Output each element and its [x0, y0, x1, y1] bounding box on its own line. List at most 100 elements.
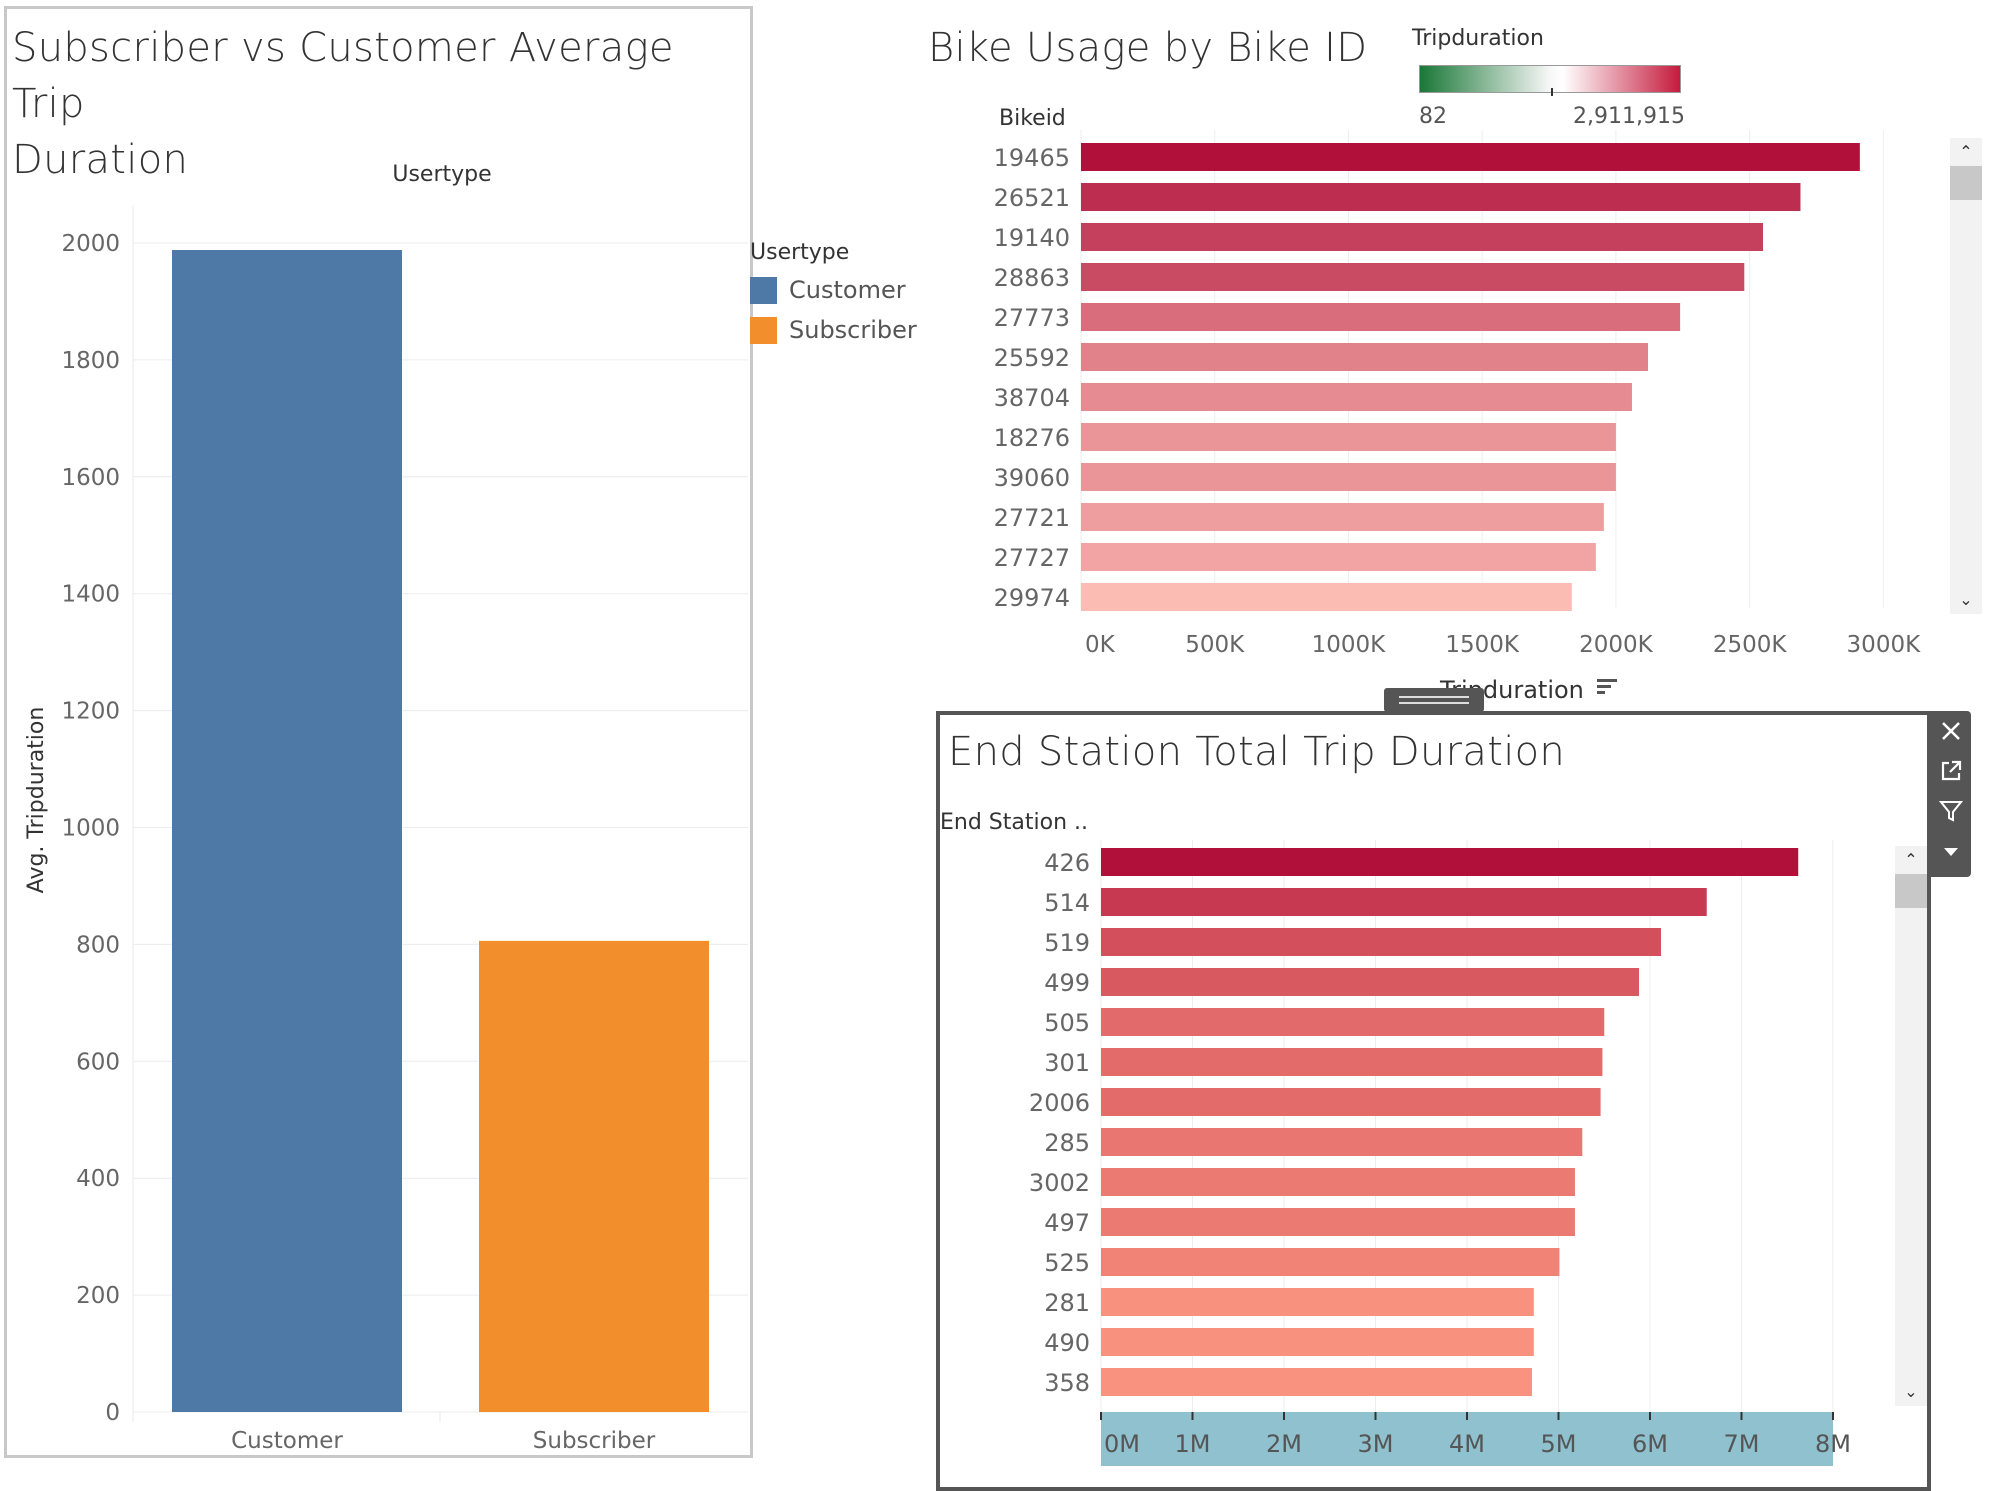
y-tick-label: 0 [105, 1400, 120, 1426]
x-tick-label: 1000K [1312, 632, 1387, 658]
filter-icon[interactable] [1931, 791, 1971, 831]
x-tick-label: 3M [1358, 1430, 1394, 1458]
scroll-thumb[interactable] [1950, 166, 1982, 200]
bikeid-label: 27773 [994, 304, 1070, 332]
x-tick-label-subscriber: Subscriber [533, 1428, 656, 1454]
external-link-icon[interactable] [1931, 751, 1971, 791]
bar-end-station-426[interactable] [1101, 848, 1799, 876]
end-station-label: 301 [1044, 1049, 1090, 1077]
legend-item-subscriber[interactable]: Subscriber [750, 309, 930, 349]
scroll-down-icon[interactable]: ⌄ [1904, 1382, 1918, 1401]
bar-customer[interactable] [172, 250, 402, 1412]
bike-chart-scrollbar[interactable]: ⌃ ⌄ [1950, 138, 1982, 614]
bar-bikeid-19140[interactable] [1081, 223, 1764, 251]
x-axis-band [1101, 1412, 1833, 1466]
usertype-legend: Usertype Customer Subscriber [750, 240, 930, 349]
end-station-label: 514 [1044, 889, 1090, 917]
end-station-label: 525 [1044, 1249, 1090, 1277]
bikeid-label: 19465 [994, 144, 1070, 172]
y-tick-label: 1800 [61, 348, 120, 374]
color-legend-min-label: 82 [1419, 104, 1447, 129]
bar-end-station-499[interactable] [1101, 968, 1640, 996]
x-tick-label: 0K [1085, 632, 1116, 658]
x-tick-label: 500K [1185, 632, 1245, 658]
bar-end-station-490[interactable] [1101, 1328, 1534, 1356]
bar-bikeid-25592[interactable] [1081, 343, 1649, 371]
bikeid-label: 25592 [994, 344, 1070, 372]
left-chart-title: Subscriber vs Customer Average Trip Dura… [12, 20, 742, 188]
end-chart-scrollbar[interactable]: ⌃ ⌄ [1895, 846, 1927, 1406]
x-tick-label: 1M [1175, 1430, 1211, 1458]
tripduration-color-legend-title: Tripduration [1412, 26, 1544, 51]
end-station-label: 499 [1044, 969, 1090, 997]
x-tick-label: 3000K [1847, 632, 1922, 658]
y-tick-label: 800 [76, 932, 120, 958]
bar-subscriber[interactable] [479, 940, 709, 1412]
bikeid-label: 27727 [994, 544, 1070, 572]
bar-bikeid-27773[interactable] [1081, 303, 1681, 331]
bar-bikeid-27727[interactable] [1081, 543, 1596, 571]
bar-end-station-519[interactable] [1101, 928, 1661, 956]
legend-label-subscriber: Subscriber [789, 316, 917, 344]
scroll-down-icon[interactable]: ⌄ [1959, 590, 1973, 609]
left-chart-panel [4, 6, 753, 1458]
chevron-down-icon[interactable] [1931, 831, 1971, 871]
bar-end-station-3002[interactable] [1101, 1168, 1575, 1196]
legend-label-customer: Customer [789, 276, 906, 304]
bar-bikeid-38704[interactable] [1081, 383, 1632, 411]
customer-swatch [750, 276, 777, 304]
subscriber-swatch [750, 316, 777, 344]
left-chart-title-line2: Duration [12, 137, 189, 183]
x-tick-label-customer: Customer [231, 1428, 343, 1454]
end-station-row-header: End Station .. [940, 810, 1088, 835]
bar-bikeid-28863[interactable] [1081, 263, 1745, 291]
bikeid-label: 27721 [994, 504, 1070, 532]
bar-end-station-358[interactable] [1101, 1368, 1532, 1396]
usertype-column-header: Usertype [392, 162, 491, 187]
bar-end-station-301[interactable] [1101, 1048, 1603, 1076]
sort-descending-icon[interactable] [1596, 676, 1618, 704]
bikeid-label: 19140 [994, 224, 1070, 252]
worksheet-toolbar [1931, 711, 1971, 877]
bar-end-station-2006[interactable] [1101, 1088, 1601, 1116]
y-tick-label: 400 [76, 1166, 120, 1192]
legend-item-customer[interactable]: Customer [750, 269, 930, 309]
x-tick-label: 1500K [1445, 632, 1520, 658]
bar-end-station-281[interactable] [1101, 1288, 1534, 1316]
bar-bikeid-19465[interactable] [1081, 143, 1860, 171]
bikeid-label: 18276 [994, 424, 1070, 452]
bar-bikeid-26521[interactable] [1081, 183, 1801, 211]
bikeid-row-header: Bikeid [999, 106, 1066, 131]
scroll-thumb[interactable] [1895, 874, 1927, 908]
bike-usage-chart: 19465 26521 19140 28863 27773 25592 38704 18276… [994, 130, 1922, 658]
scroll-up-icon[interactable]: ⌃ [1904, 850, 1918, 869]
y-tick-label: 200 [76, 1283, 120, 1309]
end-station-label: 490 [1044, 1329, 1090, 1357]
end-station-label: 2006 [1029, 1089, 1090, 1117]
y-tick-label: 2000 [61, 231, 120, 257]
bikeid-label: 39060 [994, 464, 1070, 492]
bar-end-station-285[interactable] [1101, 1128, 1583, 1156]
x-tick-label: 7M [1724, 1430, 1760, 1458]
y-tick-label: 600 [76, 1049, 120, 1075]
end-station-title: End Station Total Trip Duration [948, 729, 1566, 775]
y-tick-label: 1400 [61, 582, 120, 608]
y-axis-label: Avg. Tripduration [24, 707, 49, 894]
usertype-legend-title: Usertype [750, 240, 850, 265]
scroll-up-icon[interactable]: ⌃ [1959, 142, 1973, 161]
bar-end-station-505[interactable] [1101, 1008, 1605, 1036]
x-tick-label: 0M [1104, 1430, 1140, 1458]
bar-bikeid-39060[interactable] [1081, 463, 1616, 491]
bar-bikeid-27721[interactable] [1081, 503, 1604, 531]
end-station-label: 497 [1044, 1209, 1090, 1237]
bar-bikeid-18276[interactable] [1081, 423, 1616, 451]
bar-end-station-514[interactable] [1101, 888, 1707, 916]
drag-handle[interactable] [1384, 688, 1484, 712]
bar-bikeid-29974[interactable] [1081, 583, 1572, 611]
bar-end-station-525[interactable] [1101, 1248, 1560, 1276]
end-station-chart: 426 514 519 499 505 301 2006 285 3002 497 525 281 49… [1029, 840, 1851, 1466]
bar-end-station-497[interactable] [1101, 1208, 1575, 1236]
close-icon[interactable] [1931, 711, 1971, 751]
end-station-label: 505 [1044, 1009, 1090, 1037]
y-tick-label: 1000 [61, 816, 120, 842]
